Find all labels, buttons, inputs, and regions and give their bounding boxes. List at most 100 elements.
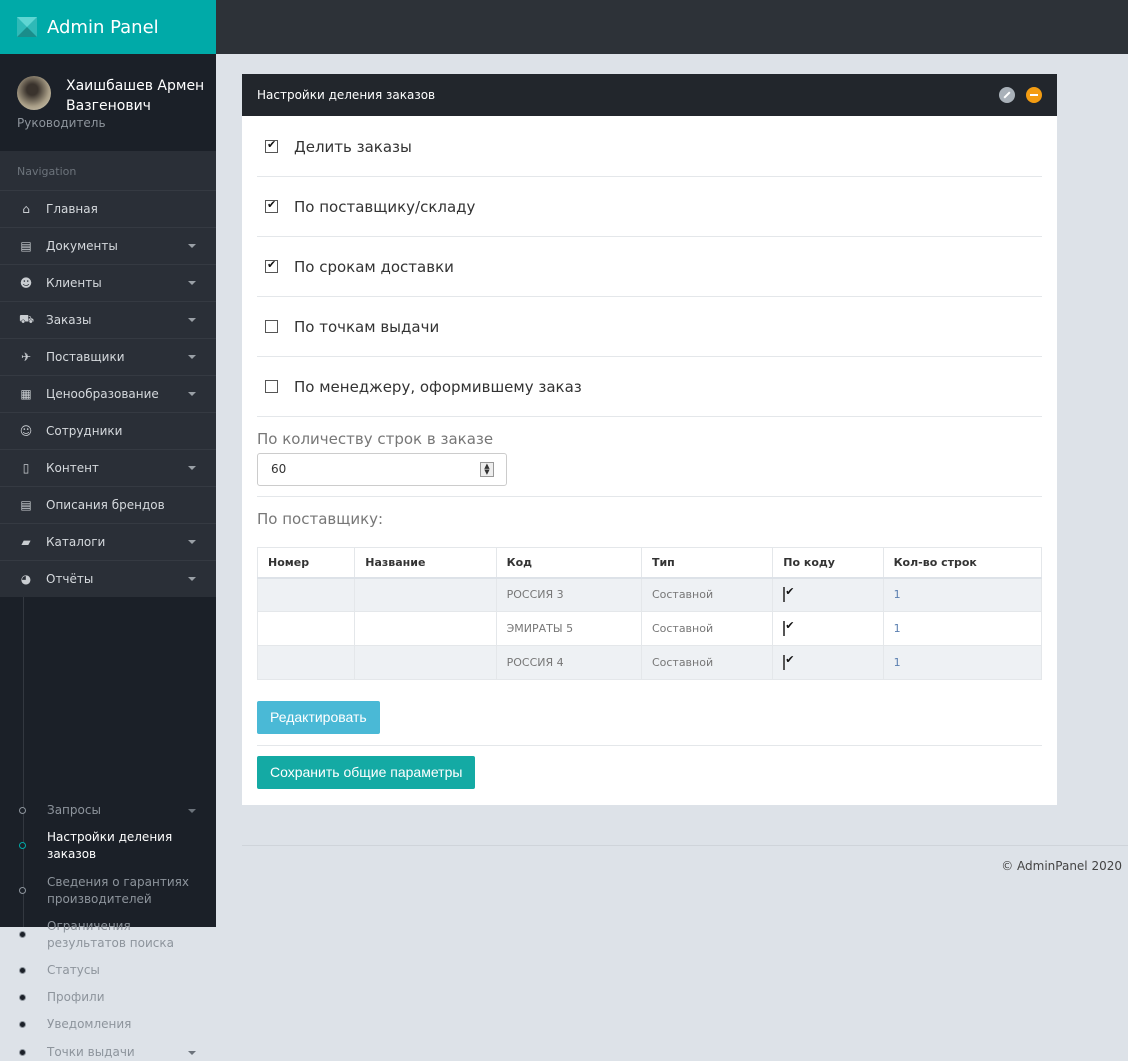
submenu-item[interactable]: Статусы (0, 962, 216, 979)
sidebar-item[interactable]: ✈ Поставщики (0, 339, 216, 376)
submenu-item[interactable]: Настройки деления заказов (0, 829, 216, 863)
sidebar-item[interactable]: ◕ Отчёты (0, 561, 216, 598)
copyright: © AdminPanel 2020 (1001, 859, 1122, 873)
cell-code: РОССИЯ 4 (495, 645, 642, 680)
caret-down-icon (188, 809, 196, 813)
option-checkbox[interactable] (265, 258, 278, 273)
caret-down-icon (188, 244, 196, 248)
cell-type: Составной (640, 611, 774, 646)
cart-icon: ⛟ (19, 312, 35, 326)
option-checkbox[interactable] (265, 138, 278, 153)
app-title: Admin Panel (47, 16, 159, 38)
cell-lines: 1 (882, 645, 1043, 680)
submenu-item-label: Сведения о гарантиях производителей (47, 875, 189, 906)
sidebar-item[interactable]: ☻ Клиенты (0, 265, 216, 302)
submenu-item[interactable]: Уведомления (0, 1016, 216, 1033)
column-header[interactable]: По коду (772, 547, 884, 579)
sidebar-item-label: Ценообразование (46, 387, 159, 401)
option-label: Делить заказы (294, 137, 412, 156)
bullet-icon (19, 967, 26, 974)
expand-icon[interactable] (999, 87, 1015, 103)
bullet-icon (19, 887, 26, 894)
column-header[interactable]: Номер (256, 547, 356, 579)
option-checkbox[interactable] (265, 380, 278, 393)
caret-down-icon (188, 355, 196, 359)
by-code-checkbox[interactable] (783, 655, 786, 670)
sidebar-item-label: Контент (46, 461, 99, 475)
submenu-item-label: Точки выдачи (47, 1045, 135, 1059)
edit-button[interactable]: Редактировать (257, 701, 380, 734)
calculator-icon: ▦ (20, 387, 32, 401)
cell-name (354, 645, 497, 680)
caret-down-icon (188, 281, 196, 285)
save-button[interactable]: Сохранить общие параметры (257, 756, 476, 789)
sidebar-item[interactable]: ⌂ Главная (0, 191, 216, 228)
submenu: Запросы Настройки деления заказов Сведения… (0, 597, 216, 1059)
submenu-item[interactable]: Точки выдачи (0, 1044, 216, 1061)
user-profile: Хаишбашев Армен Вазгенович Руководитель (0, 54, 216, 151)
rows-count-input[interactable]: 60 ▲ ▼ (257, 453, 507, 486)
file-icon: ▯ (22, 461, 30, 475)
submenu-item[interactable]: Ограничения результатов поиска (0, 918, 216, 952)
cell-by-code (772, 611, 884, 646)
option-checkbox[interactable] (265, 320, 278, 333)
cell-lines: 1 (882, 577, 1043, 612)
bullet-icon (19, 807, 26, 814)
sidebar-item[interactable]: ⛟ Заказы (0, 302, 216, 339)
pie-chart-icon: ◕ (20, 572, 32, 586)
submenu-item[interactable]: Профили (0, 989, 216, 1006)
bullet-icon (19, 994, 26, 1001)
supplier-table: Номер Название Код Тип По коду Кол-во строк РО… (256, 547, 1043, 680)
sidebar-item[interactable]: ▤ Описания брендов (0, 487, 216, 524)
collapse-icon[interactable] (1026, 87, 1042, 103)
settings-panel: Настройки деления заказов Делить заказы П… (242, 74, 1057, 805)
column-header[interactable]: Кол-во строк (882, 547, 1043, 579)
list-icon: ▤ (20, 498, 32, 512)
logo[interactable]: Admin Panel (0, 0, 216, 54)
submenu-item[interactable]: Запросы (0, 802, 216, 819)
sidebar-item[interactable]: ▯ Контент (0, 450, 216, 487)
submenu-item[interactable]: Сведения о гарантиях производителей (0, 874, 216, 908)
sidebar-item[interactable]: ▰ Каталоги (0, 524, 216, 561)
cell-number (256, 577, 356, 612)
cell-lines: 1 (882, 611, 1043, 646)
book-icon: ▰ (21, 535, 31, 549)
sidebar-item-label: Описания брендов (46, 498, 165, 512)
sidebar-item-label: Документы (46, 239, 118, 253)
sidebar-item[interactable]: ▤ Документы (0, 228, 216, 265)
option-row: Делить заказы (257, 117, 1042, 177)
cell-type: Составной (640, 645, 774, 680)
footer-divider (242, 845, 1128, 846)
plane-icon: ✈ (20, 350, 32, 364)
divider (257, 745, 1042, 746)
cell-type: Составной (640, 577, 774, 612)
logo-icon (17, 17, 37, 37)
clipboard-icon: ▤ (20, 239, 32, 253)
sidebar-item-label: Заказы (46, 313, 92, 327)
by-code-checkbox[interactable] (783, 587, 786, 603)
by-code-checkbox[interactable] (783, 621, 786, 636)
cell-name (354, 611, 497, 646)
sidebar-item-label: Клиенты (46, 276, 102, 290)
option-label: По поставщику/складу (294, 197, 476, 216)
sidebar-item[interactable]: ▦ Ценообразование (0, 376, 216, 413)
column-header[interactable]: Название (354, 547, 497, 579)
top-bar (216, 0, 1128, 54)
caret-down-icon (188, 466, 196, 470)
sidebar: Admin Panel Хаишбашев Армен Вазгенович Р… (0, 0, 216, 1059)
cell-code: РОССИЯ 3 (495, 577, 642, 612)
column-header[interactable]: Тип (640, 547, 774, 579)
sidebar-item-label: Каталоги (46, 535, 106, 549)
cell-by-code (772, 577, 884, 612)
option-label: По менеджеру, оформившему заказ (294, 377, 582, 396)
option-checkbox[interactable] (265, 198, 278, 213)
sidebar-item[interactable]: ☺ Сотрудники (0, 413, 216, 450)
avatar[interactable] (17, 76, 51, 110)
option-label: По срокам доставки (294, 257, 454, 276)
group-icon: ☺ (19, 424, 33, 438)
spinner-icon[interactable]: ▲ ▼ (480, 462, 494, 477)
column-header[interactable]: Код (495, 547, 642, 579)
